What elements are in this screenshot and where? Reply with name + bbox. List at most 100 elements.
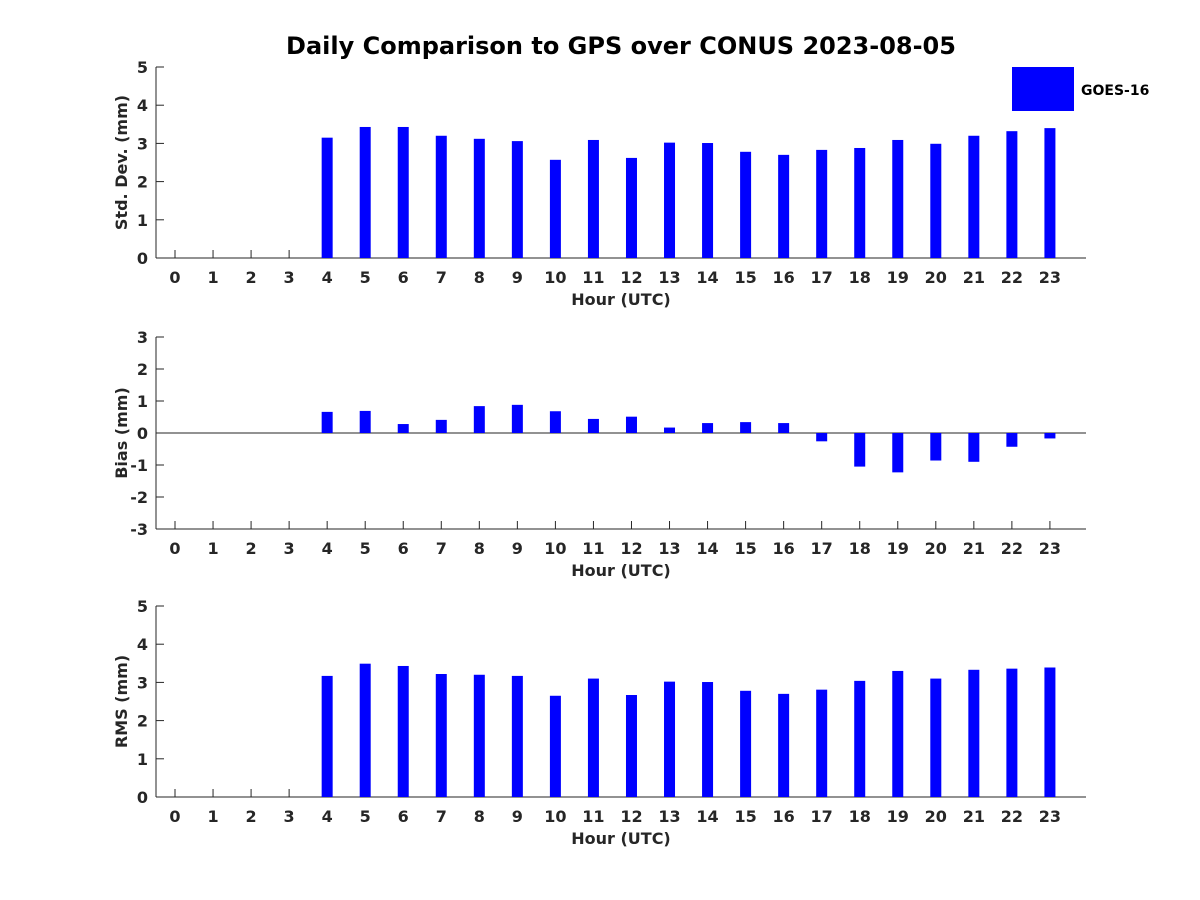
- y-tick-label: 5: [137, 58, 148, 77]
- y-tick-label: 1: [137, 211, 148, 230]
- stddev-bar-hour-8: [473, 138, 485, 258]
- rms-bar-hour-16: [778, 693, 790, 797]
- y-tick-label: -1: [130, 456, 148, 475]
- x-tick-label: 6: [398, 807, 409, 826]
- bias-bar-hour-17: [816, 433, 828, 442]
- bias-bar-hour-20: [930, 433, 942, 461]
- rms-bar-hour-17: [816, 689, 828, 797]
- rms-bar-hour-10: [549, 695, 561, 797]
- y-tick-label: 3: [137, 673, 148, 692]
- x-tick-label: 6: [398, 539, 409, 558]
- x-tick-label: 1: [207, 539, 218, 558]
- stddev-bar-hour-13: [664, 142, 676, 258]
- stddev-bar-hour-18: [854, 147, 866, 258]
- x-tick-label: 17: [811, 268, 833, 287]
- x-tick-label: 7: [436, 268, 447, 287]
- x-tick-label: 11: [582, 268, 604, 287]
- x-tick-label: 22: [1001, 807, 1023, 826]
- x-tick-label: 7: [436, 807, 447, 826]
- rms-bar-hour-4: [321, 675, 333, 797]
- bias-bar-hour-6: [397, 424, 409, 433]
- bias-bar-hour-18: [854, 433, 866, 467]
- bias-bar-hour-8: [473, 406, 485, 433]
- y-axis-label: Bias (mm): [112, 387, 131, 479]
- x-tick-label: 21: [963, 268, 985, 287]
- x-tick-label: 6: [398, 268, 409, 287]
- x-tick-label: 5: [360, 268, 371, 287]
- rms-bar-hour-19: [892, 670, 904, 797]
- x-tick-label: 0: [169, 268, 180, 287]
- y-tick-label: 1: [137, 750, 148, 769]
- y-tick-label: 0: [137, 249, 148, 268]
- x-tick-label: 2: [246, 539, 257, 558]
- x-tick-label: 8: [474, 539, 485, 558]
- y-tick-label: 4: [137, 635, 148, 654]
- x-axis-label: Hour (UTC): [571, 290, 671, 309]
- stddev-bar-hour-22: [1006, 131, 1018, 258]
- stddev-bar-hour-19: [892, 139, 904, 258]
- y-tick-label: -2: [130, 488, 148, 507]
- x-tick-label: 14: [696, 807, 718, 826]
- rms-bar-hour-5: [359, 663, 371, 797]
- bias-bar-hour-4: [321, 411, 333, 433]
- stddev-bar-hour-6: [397, 126, 409, 258]
- x-tick-label: 12: [620, 268, 642, 287]
- bias-bar-hour-7: [435, 419, 447, 433]
- bias-bar-hour-22: [1006, 433, 1018, 447]
- bias-bar-hour-16: [778, 423, 790, 433]
- x-tick-label: 9: [512, 807, 523, 826]
- rms-bar-hour-21: [968, 669, 980, 797]
- x-tick-label: 20: [925, 807, 947, 826]
- x-tick-label: 12: [620, 539, 642, 558]
- y-tick-label: 4: [137, 96, 148, 115]
- rms-bar-hour-11: [587, 678, 599, 797]
- rms-bar-hour-7: [435, 673, 447, 797]
- y-tick-label: 3: [137, 134, 148, 153]
- x-tick-label: 22: [1001, 268, 1023, 287]
- x-tick-label: 18: [849, 807, 871, 826]
- y-tick-label: 2: [137, 712, 148, 731]
- x-tick-label: 3: [284, 268, 295, 287]
- stddev-bar-hour-4: [321, 137, 333, 258]
- bias-bar-hour-10: [549, 411, 561, 433]
- legend: GOES-16: [1012, 67, 1149, 111]
- stddev-bar-hour-10: [549, 159, 561, 258]
- x-tick-label: 0: [169, 807, 180, 826]
- y-axis-label: RMS (mm): [112, 655, 131, 748]
- chart-title: Daily Comparison to GPS over CONUS 2023-…: [286, 32, 956, 60]
- rms-bar-hour-23: [1044, 667, 1056, 797]
- stddev-bar-hour-9: [511, 141, 523, 258]
- bias-bar-hour-19: [892, 433, 904, 473]
- rms-bar-hour-8: [473, 674, 485, 797]
- x-tick-label: 4: [322, 539, 333, 558]
- x-tick-label: 2: [246, 807, 257, 826]
- rms-bar-hour-6: [397, 665, 409, 797]
- bias-bar-hour-14: [702, 423, 714, 433]
- rms-bar-hour-12: [625, 695, 637, 797]
- legend-label: GOES-16: [1081, 83, 1149, 99]
- rms-bar-hour-13: [664, 681, 676, 797]
- x-tick-label: 18: [849, 539, 871, 558]
- x-tick-label: 18: [849, 268, 871, 287]
- x-axis-label: Hour (UTC): [571, 561, 671, 580]
- x-tick-label: 13: [658, 268, 680, 287]
- x-tick-label: 23: [1039, 268, 1061, 287]
- x-tick-label: 4: [322, 268, 333, 287]
- rms-bar-hour-22: [1006, 668, 1018, 797]
- stddev-bar-hour-5: [359, 126, 371, 258]
- x-tick-label: 8: [474, 268, 485, 287]
- bias-bar-hour-5: [359, 410, 371, 433]
- stddev-bar-hour-17: [816, 149, 828, 258]
- x-tick-label: 0: [169, 539, 180, 558]
- x-tick-label: 14: [696, 539, 718, 558]
- stddev-bar-hour-16: [778, 154, 790, 258]
- stddev-bar-hour-21: [968, 135, 980, 258]
- x-tick-label: 17: [811, 807, 833, 826]
- x-tick-label: 20: [925, 268, 947, 287]
- x-tick-label: 15: [734, 539, 756, 558]
- rms-bar-hour-9: [511, 675, 523, 797]
- x-tick-label: 9: [512, 539, 523, 558]
